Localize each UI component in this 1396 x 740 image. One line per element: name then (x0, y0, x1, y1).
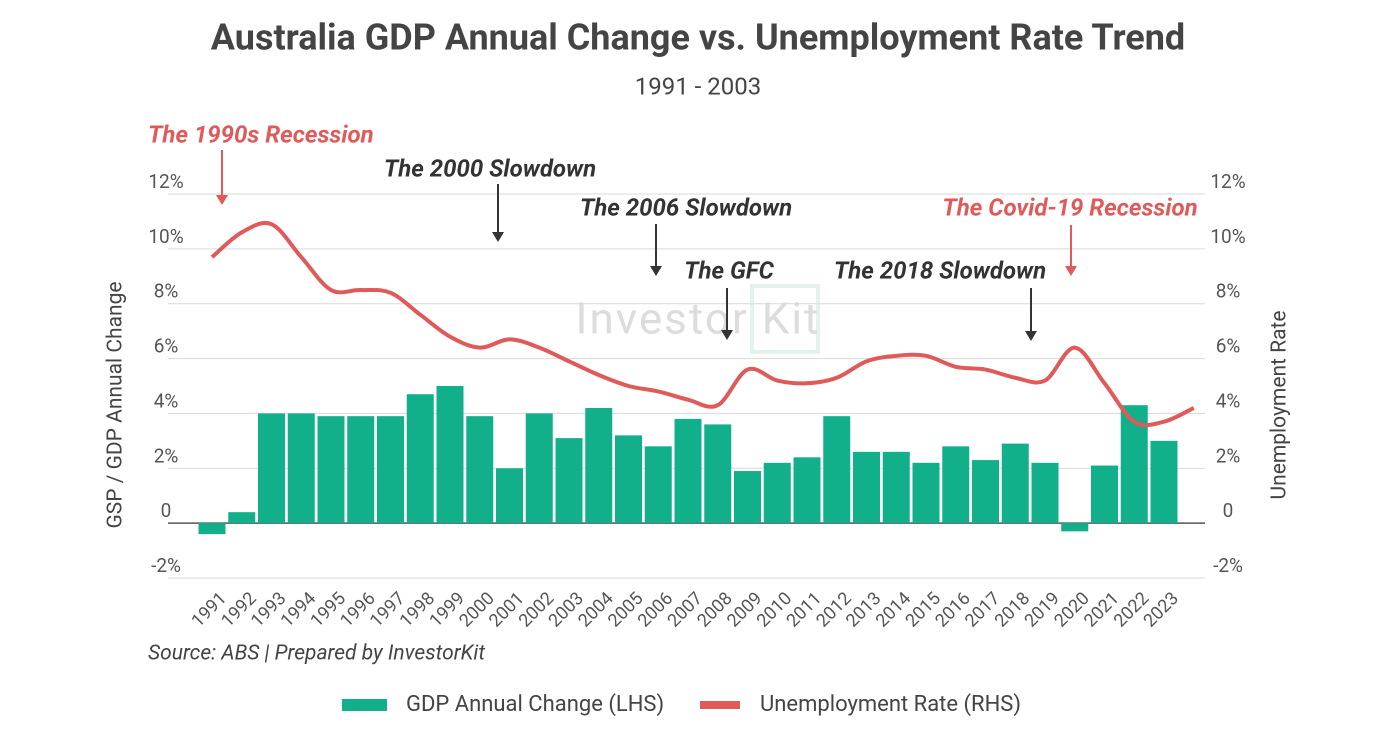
y-tick-label: 2% (154, 444, 179, 467)
annotation: The 1990s Recession (148, 120, 374, 148)
chart-subtitle: 1991 - 2003 (635, 72, 761, 100)
y-tick-label: 10% (148, 225, 183, 248)
y-tick-label: 12% (148, 170, 183, 193)
bar (228, 512, 256, 524)
y2-tick-label: 10% (1210, 225, 1245, 248)
annotation: The 2006 Slowdown (580, 193, 792, 221)
legend-label: GDP Annual Change (LHS) (406, 692, 664, 717)
bar (377, 416, 404, 524)
bar (198, 523, 226, 535)
y-axis-title: GSP / GDP Annual Change (104, 281, 128, 528)
annotation-arrow-head (1065, 266, 1077, 276)
bar (1150, 440, 1178, 524)
bar (674, 418, 702, 524)
y2-tick-label: 0 (1223, 499, 1234, 522)
bar (734, 471, 761, 524)
bar (496, 468, 523, 524)
y-tick-label: 0 (161, 499, 172, 522)
chart-title: Australia GDP Annual Change vs. Unemploy… (211, 17, 1185, 59)
bar (1001, 443, 1029, 524)
bar (644, 446, 672, 524)
bar (555, 438, 583, 524)
bar (1031, 462, 1059, 524)
bar (704, 424, 732, 524)
bar (585, 407, 613, 524)
y-tick-label: 6% (154, 335, 179, 358)
y-tick-label: 4% (154, 389, 179, 412)
legend-swatch (342, 699, 387, 711)
bar (763, 462, 791, 524)
bar (258, 413, 285, 524)
bar (912, 462, 940, 524)
bar (615, 435, 642, 524)
bar (793, 457, 821, 524)
y2-tick-label: -2% (1213, 554, 1243, 577)
annotation: The GFC (684, 256, 775, 284)
bar (972, 460, 999, 524)
y2-tick-label: 6% (1216, 335, 1241, 358)
annotation-arrow-head (1025, 331, 1037, 341)
annotation-arrow-head (650, 266, 662, 276)
bar (853, 451, 880, 524)
source-note: Source: ABS | Prepared by InvestorKit (148, 642, 485, 666)
annotation-arrow-head (216, 195, 228, 205)
bar (347, 416, 375, 524)
watermark-box (750, 284, 820, 354)
bar (525, 413, 553, 524)
annotation-arrow-head (492, 232, 504, 242)
y2-tick-label: 12% (1210, 170, 1245, 193)
bar (317, 416, 345, 524)
annotation: The 2018 Slowdown (834, 256, 1046, 284)
bar (287, 413, 315, 524)
y2-tick-label: 2% (1216, 444, 1241, 467)
y2-tick-label: 4% (1216, 389, 1241, 412)
watermark: Investor Kit (576, 293, 821, 345)
bar (1091, 465, 1118, 524)
annotation: The Covid-19 Recession (942, 193, 1197, 221)
y-tick-label: -2% (151, 554, 181, 577)
y-tick-label: 8% (154, 280, 179, 303)
bar (1061, 523, 1089, 532)
bar (466, 416, 494, 524)
x-tick-label: 2023 (1139, 588, 1182, 631)
annotation: The 2000 Slowdown (384, 154, 596, 182)
annotation-arrow-head (721, 330, 733, 340)
legend-label: Unemployment Rate (RHS) (760, 692, 1021, 717)
y2-axis-title: Unemployment Rate (1268, 310, 1292, 499)
line (210, 220, 1195, 428)
bar (436, 386, 464, 524)
bar (406, 394, 434, 524)
bar (882, 451, 910, 524)
bar (823, 416, 851, 524)
y2-tick-label: 8% (1216, 280, 1241, 303)
bar (942, 446, 970, 524)
